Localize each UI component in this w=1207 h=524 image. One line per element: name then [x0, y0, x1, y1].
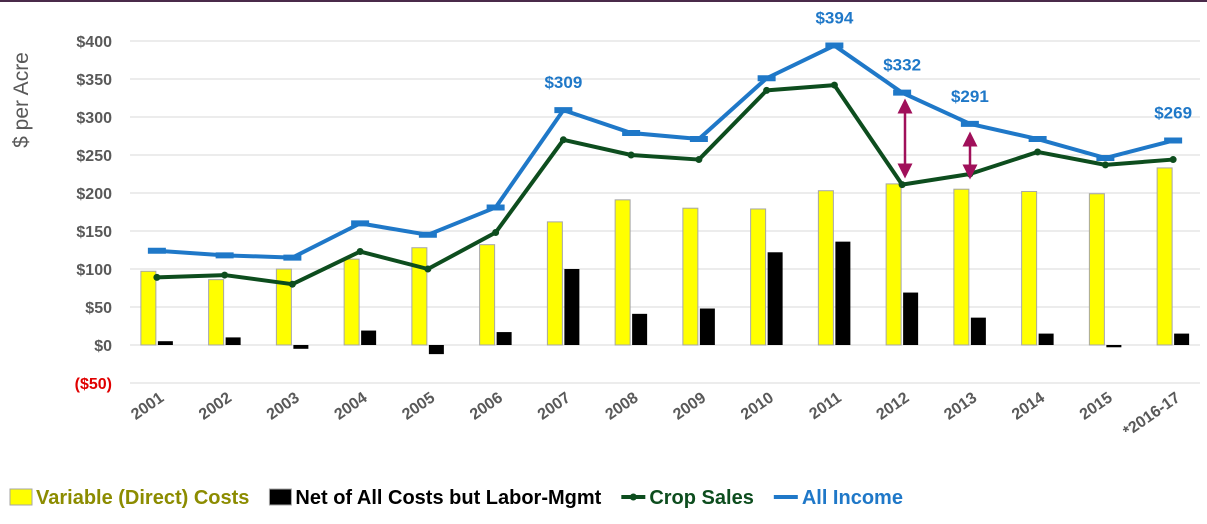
marker [627, 151, 635, 159]
bar [546, 221, 563, 346]
bar [479, 244, 496, 346]
marker [1169, 156, 1177, 164]
y-tick-label: $300 [76, 110, 112, 127]
data-label: $332 [883, 56, 921, 75]
bar [699, 308, 715, 345]
x-tick-label: 2005 [399, 389, 438, 423]
y-tick-label: $250 [76, 148, 112, 165]
marker [424, 265, 432, 273]
bar [1088, 193, 1105, 346]
marker [288, 280, 296, 288]
marker [763, 86, 771, 94]
x-tick-label: 2009 [670, 389, 709, 423]
marker [898, 181, 906, 189]
x-tick-label: *2016-17 [1120, 389, 1183, 440]
bar [140, 270, 157, 346]
bar [885, 183, 902, 346]
bar [428, 345, 444, 355]
data-label: $269 [1154, 104, 1192, 123]
bar [835, 241, 851, 345]
bar [496, 332, 512, 345]
x-tick-label: 2008 [603, 389, 642, 423]
y-axis-label: $ per Acre [10, 52, 33, 148]
legend-label: Variable (Direct) Costs [36, 487, 249, 509]
data-label: $291 [951, 87, 989, 106]
marker [1034, 148, 1042, 156]
bar [411, 247, 428, 346]
y-tick-label: $100 [76, 262, 112, 279]
bar [343, 258, 360, 346]
bar [614, 199, 631, 346]
bar [1156, 167, 1173, 346]
x-tick-label: 2007 [535, 389, 574, 423]
line [156, 83, 1174, 287]
x-tick-label: 2002 [196, 389, 235, 423]
legend-label: All Income [802, 487, 903, 509]
annotation-arrows [897, 98, 978, 180]
x-tick-label: 2010 [738, 389, 777, 423]
bar [953, 188, 970, 346]
y-tick-label: $50 [85, 300, 112, 317]
x-tick-label: 2013 [941, 389, 980, 423]
x-tick-label: 2006 [467, 389, 506, 423]
bar [767, 252, 783, 345]
y-tick-label: ($50) [75, 376, 112, 393]
x-tick-label: 2014 [1009, 389, 1048, 423]
bar [1038, 333, 1054, 345]
bar [817, 190, 834, 346]
bar [1106, 345, 1122, 348]
y-tick-label: $400 [76, 34, 112, 51]
marker [221, 271, 229, 279]
marker [830, 81, 838, 89]
bar [1021, 190, 1038, 346]
bar [157, 341, 173, 345]
legend-swatch [629, 493, 637, 501]
bar [564, 269, 580, 345]
data-label: $394 [815, 9, 853, 28]
bar [225, 337, 241, 345]
marker [695, 156, 703, 164]
bar [682, 207, 699, 346]
bar [903, 292, 919, 345]
bar [293, 345, 309, 349]
y-tick-label: $200 [76, 186, 112, 203]
bar [632, 313, 648, 345]
bar [750, 208, 767, 346]
legend-label: Crop Sales [649, 487, 753, 509]
x-tick-label: 2003 [264, 389, 303, 423]
x-tick-label: 2001 [128, 389, 167, 423]
x-tick-label: 2011 [806, 389, 844, 423]
x-tick-label: 2012 [874, 389, 913, 423]
y-tick-label: $0 [94, 338, 112, 355]
bar [361, 330, 377, 345]
x-tick-label: 2004 [332, 389, 371, 423]
bar [1174, 333, 1190, 345]
legend-label: Net of All Costs but Labor-Mgmt [295, 487, 601, 509]
y-tick-label: $350 [76, 72, 112, 89]
marker [153, 273, 161, 281]
y-tick-label: $150 [76, 224, 112, 241]
bar [208, 279, 225, 346]
marker [356, 248, 364, 256]
legend-swatch [268, 488, 292, 506]
marker [492, 229, 500, 237]
line [156, 43, 1174, 260]
legend-swatch [9, 488, 33, 506]
marker [1101, 161, 1109, 169]
bar [970, 317, 986, 345]
data-label: $309 [544, 73, 582, 92]
x-tick-label: 2015 [1077, 389, 1116, 423]
bar [275, 268, 292, 346]
marker [559, 136, 567, 144]
